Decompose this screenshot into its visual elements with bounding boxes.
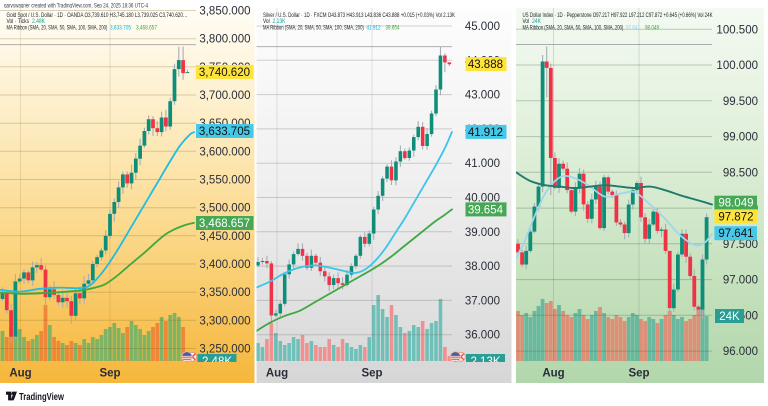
svg-text:36.000: 36.000	[465, 330, 500, 342]
svg-text:3,468.657: 3,468.657	[199, 218, 250, 230]
svg-text:43.000: 43.000	[465, 90, 500, 102]
svg-text:3,500.000: 3,500.000	[199, 203, 250, 215]
svg-text:Vol 2.13K: Vol 2.13K	[263, 18, 286, 25]
svg-text:97.000: 97.000	[723, 275, 758, 287]
svg-text:MA Ribbon (SMA, 20, SMA, 50, S: MA Ribbon (SMA, 20, SMA, 50, SMA, 100, S…	[7, 24, 158, 31]
svg-text:38.000: 38.000	[465, 261, 500, 273]
svg-text:3,633.705: 3,633.705	[199, 126, 250, 138]
svg-text:39.654: 39.654	[468, 204, 504, 216]
svg-text:3,400.000: 3,400.000	[199, 259, 250, 271]
svg-text:24K: 24K	[719, 311, 740, 323]
svg-text:98.049: 98.049	[718, 198, 753, 210]
svg-text:40.000: 40.000	[465, 193, 500, 205]
svg-text:97.641: 97.641	[718, 228, 753, 240]
svg-text:garyswagner created with Tradi: garyswagner created with TradingView.com…	[4, 3, 148, 10]
svg-text:MA Ribbon (SMA, 20, SMA, 50, S: MA Ribbon (SMA, 20, SMA, 50, SMA, 100, S…	[523, 24, 660, 31]
svg-text:45.000: 45.000	[465, 21, 500, 33]
svg-text:3,850.000: 3,850.000	[199, 6, 250, 18]
svg-text:98.500: 98.500	[723, 167, 758, 179]
svg-text:3,450.000: 3,450.000	[199, 231, 250, 243]
svg-text:41.912: 41.912	[468, 127, 503, 139]
svg-text:Vol 24K: Vol 24K	[523, 18, 542, 25]
svg-text:Sep: Sep	[361, 368, 382, 380]
svg-text:Sep: Sep	[628, 368, 649, 380]
svg-text:99.000: 99.000	[723, 132, 758, 144]
svg-text:3,300.000: 3,300.000	[199, 315, 250, 327]
svg-text:3,800.000: 3,800.000	[199, 34, 250, 46]
svg-text:Aug: Aug	[266, 368, 288, 380]
svg-text:TradingView: TradingView	[19, 392, 64, 403]
svg-text:97.500: 97.500	[723, 239, 758, 251]
svg-text:100.500: 100.500	[716, 24, 758, 36]
svg-text:Aug: Aug	[9, 368, 31, 380]
svg-text:99.500: 99.500	[723, 96, 758, 108]
svg-text:96.000: 96.000	[723, 346, 758, 358]
svg-text:41.000: 41.000	[465, 158, 500, 170]
svg-text:100.000: 100.000	[716, 60, 758, 72]
svg-text:3,700.000: 3,700.000	[199, 90, 250, 102]
svg-text:3,740.620: 3,740.620	[199, 67, 250, 79]
svg-text:MA Ribbon (SMA, 20, SMA, 50, S: MA Ribbon (SMA, 20, SMA, 50, SMA, 100, S…	[263, 24, 400, 31]
svg-text:37.000: 37.000	[465, 295, 500, 307]
svg-text:Gold Spot / U.S. Dollar · 1D ·: Gold Spot / U.S. Dollar · 1D · OANDA O3,…	[7, 12, 188, 19]
svg-text:39.000: 39.000	[465, 227, 500, 239]
svg-text:43.888: 43.888	[468, 59, 503, 71]
svg-text:Silver / U.S. Dollar · 1D · FX: Silver / U.S. Dollar · 1D · FXCM O43.873…	[263, 12, 456, 19]
svg-text:2.13K: 2.13K	[470, 356, 500, 368]
svg-text:2.48K: 2.48K	[202, 356, 232, 368]
svg-text:Vol · Ticks 2.48K: Vol · Ticks 2.48K	[7, 18, 46, 25]
svg-text:97.872: 97.872	[718, 211, 753, 223]
svg-text:Aug: Aug	[542, 368, 564, 380]
svg-text:3,600.000: 3,600.000	[199, 146, 250, 158]
svg-text:3,350.000: 3,350.000	[199, 287, 250, 299]
svg-text:US Dollar Index · 1D · Peppers: US Dollar Index · 1D · Pepperstone O97.2…	[523, 12, 713, 19]
svg-text:3,550.000: 3,550.000	[199, 175, 250, 187]
svg-text:3,250.000: 3,250.000	[199, 344, 250, 356]
svg-text:Sep: Sep	[99, 368, 120, 380]
